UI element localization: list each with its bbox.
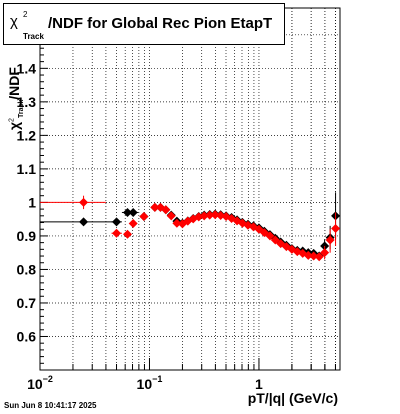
ylabel-text: /NDF bbox=[6, 67, 22, 100]
data-point bbox=[150, 202, 160, 212]
x-tick-label: 10−1 bbox=[137, 374, 163, 392]
y-tick-label: 1.1 bbox=[17, 161, 37, 177]
data-point bbox=[303, 250, 313, 260]
data-point bbox=[139, 211, 149, 221]
data-point bbox=[199, 211, 209, 221]
y-tick-label: 1.2 bbox=[17, 127, 37, 143]
data-point bbox=[265, 231, 275, 241]
x-tick-label: 1 bbox=[255, 376, 263, 392]
x-tick-exponent: −2 bbox=[43, 374, 53, 384]
chart-title: χ 2 Track /NDF for Global Rec Pion EtapT bbox=[3, 3, 285, 45]
y-tick-label: 0.7 bbox=[17, 295, 37, 311]
plot-frame bbox=[39, 7, 341, 371]
data-series bbox=[40, 192, 341, 262]
data-point bbox=[205, 210, 215, 220]
data-point bbox=[112, 228, 122, 238]
data-point bbox=[79, 197, 89, 207]
timestamp-footer: Sun Jun 8 10:41:17 2025 bbox=[4, 401, 97, 410]
ylabel-sub: Track bbox=[17, 99, 25, 119]
x-tick-label: 10−2 bbox=[27, 374, 53, 392]
data-point bbox=[123, 229, 133, 239]
grid-lines bbox=[40, 8, 340, 370]
data-point bbox=[161, 205, 171, 215]
title-chi: χ bbox=[10, 13, 18, 30]
y-tick-label: 0.9 bbox=[17, 228, 37, 244]
data-point bbox=[325, 235, 335, 245]
y-tick-label: 1.4 bbox=[17, 60, 37, 76]
ylabel-chi: χ bbox=[6, 121, 22, 130]
x-tick-exponent: −1 bbox=[152, 374, 162, 384]
series-1 bbox=[40, 195, 341, 262]
data-point bbox=[172, 218, 182, 228]
y-axis-label: χ2Track/NDF bbox=[6, 67, 25, 130]
data-point bbox=[270, 235, 280, 245]
data-point bbox=[79, 217, 89, 227]
data-point bbox=[331, 224, 341, 234]
y-tick-label: 0.6 bbox=[17, 328, 37, 344]
data-point bbox=[314, 252, 324, 262]
title-sub: Track bbox=[23, 32, 44, 41]
title-text: /NDF for Global Rec Pion EtapT bbox=[48, 15, 273, 32]
data-point bbox=[309, 251, 319, 261]
y-tick-label: 0.8 bbox=[17, 261, 37, 277]
data-point bbox=[112, 217, 122, 227]
title-sup: 2 bbox=[23, 10, 28, 19]
data-point bbox=[128, 207, 138, 217]
ylabel-sup: 2 bbox=[8, 118, 16, 122]
data-point bbox=[166, 211, 176, 221]
data-point bbox=[320, 248, 330, 258]
y-tick-label: 1.3 bbox=[17, 94, 37, 110]
x-axis-label: pT/|q| (GeV/c) bbox=[247, 390, 338, 406]
data-point bbox=[210, 210, 220, 220]
data-point bbox=[128, 219, 138, 229]
y-tick-label: 1 bbox=[28, 194, 36, 210]
axes: 0.60.70.80.911.11.21.31.41.510−210−11 bbox=[17, 7, 341, 392]
